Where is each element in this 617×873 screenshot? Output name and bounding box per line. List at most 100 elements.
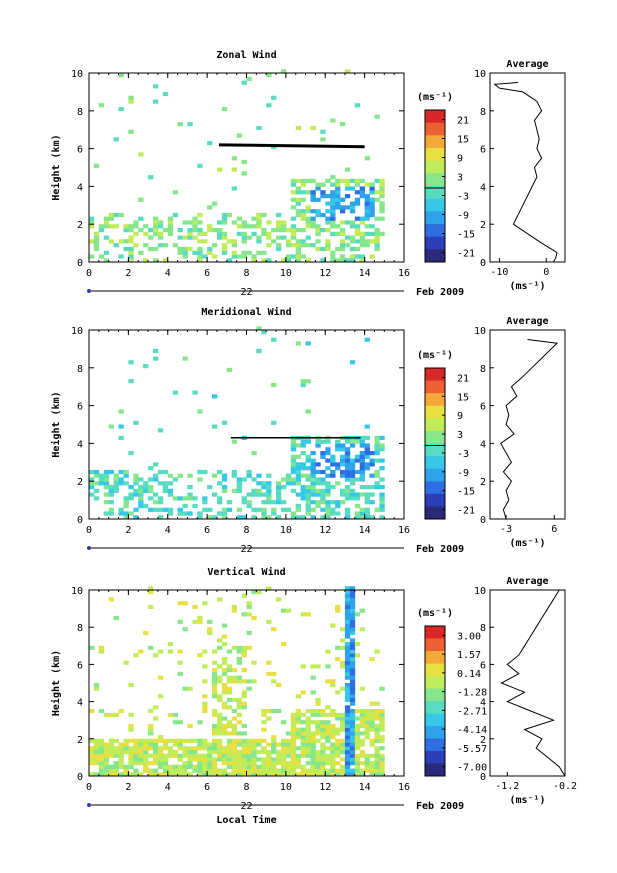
heatmap-cell	[113, 768, 119, 773]
heatmap-cell	[379, 772, 385, 777]
heatmap-cell	[344, 485, 351, 490]
heatmap-cell	[354, 738, 361, 743]
heatmap-cell	[212, 731, 218, 736]
heatmap-cell	[344, 597, 351, 602]
heatmap-cell	[236, 753, 242, 758]
heatmap-cell	[290, 243, 297, 248]
heatmap-cell	[290, 716, 297, 721]
heatmap-cell	[320, 720, 326, 725]
heatmap-cell	[231, 723, 237, 728]
heatmap-cell	[349, 697, 356, 702]
heatmap-cell	[285, 243, 292, 248]
heatmap-cell	[231, 250, 237, 255]
heatmap-cell	[320, 454, 326, 459]
heatmap-cell	[325, 243, 331, 248]
heatmap-cell	[300, 239, 306, 244]
heatmap-cell	[320, 469, 326, 475]
heatmap-cell	[236, 761, 242, 766]
heatmap-cell	[128, 712, 134, 717]
heatmap-cell	[207, 757, 213, 762]
heatmap-cell	[335, 657, 341, 662]
heatmap-cell	[349, 481, 356, 486]
heatmap-cell	[212, 761, 218, 766]
heatmap-cell	[310, 220, 316, 225]
heatmap-cell	[295, 503, 301, 509]
heatmap-cell	[153, 99, 159, 104]
heatmap-cell	[266, 742, 272, 747]
heatmap-cell	[290, 515, 297, 520]
heatmap-cell	[320, 742, 326, 747]
heatmap-cell	[354, 612, 361, 617]
heatmap-cell	[221, 723, 228, 728]
heatmap-cell	[133, 753, 139, 758]
heatmap-cell	[93, 753, 100, 758]
heatmap-cell	[349, 627, 356, 632]
heatmap-cell	[241, 515, 247, 520]
heatmap-cell	[369, 742, 375, 747]
heatmap-cell	[133, 746, 139, 751]
heatmap-cell	[354, 496, 361, 501]
colorbar-segment	[425, 186, 445, 200]
heatmap-cell	[187, 122, 193, 127]
heatmap-cell	[167, 507, 174, 512]
heatmap-cell	[295, 454, 301, 459]
heatmap-cell	[202, 601, 208, 606]
heatmap-cell	[305, 612, 311, 617]
x-tick-label: 2	[125, 525, 131, 536]
heatmap-cell	[359, 231, 365, 236]
heatmap-cell	[128, 228, 134, 233]
heatmap-cell	[374, 750, 380, 755]
colorbar-segment	[425, 418, 445, 432]
heatmap-cell	[202, 649, 208, 654]
heatmap-cell	[221, 477, 228, 482]
heatmap-cell	[276, 709, 282, 714]
heatmap-cell	[148, 742, 154, 747]
heatmap-cell	[231, 645, 237, 650]
heatmap-cell	[340, 757, 346, 762]
heatmap-cell	[344, 723, 351, 728]
heatmap-cell	[143, 761, 149, 766]
heatmap-cell	[364, 716, 370, 721]
heatmap-cell	[330, 623, 336, 628]
heatmap-cell	[335, 224, 341, 229]
heatmap-cell	[300, 379, 306, 384]
heatmap-cell	[315, 750, 321, 755]
heatmap-cell	[148, 604, 154, 609]
heatmap-cell	[315, 731, 321, 736]
heatmap-cell	[300, 727, 306, 732]
heatmap-cell	[153, 228, 159, 233]
heatmap-cell	[236, 712, 242, 717]
heatmap-cell	[310, 492, 316, 497]
heatmap-cell	[153, 231, 159, 236]
heatmap-cell	[369, 753, 375, 758]
profile-y-tick-label: 4	[480, 182, 486, 193]
heatmap-cell	[271, 768, 277, 773]
heatmap-cell	[202, 664, 208, 669]
heatmap-cell	[344, 634, 351, 639]
heatmap-cell	[212, 201, 218, 206]
colorbar-tick-label: 9	[457, 411, 463, 422]
heatmap-cell	[246, 757, 252, 762]
heatmap-cell	[231, 668, 237, 673]
date-label: Feb 2009	[416, 801, 464, 812]
heatmap-cell	[344, 616, 351, 621]
colorbar-frame	[424, 625, 446, 777]
heatmap-cell	[315, 720, 321, 725]
heatmap-cell	[128, 492, 134, 497]
heatmap-cell	[340, 239, 346, 244]
heatmap-cell	[261, 507, 267, 512]
heatmap-cell	[330, 768, 336, 773]
heatmap-cell	[359, 439, 365, 444]
heatmap-cell	[354, 503, 361, 509]
heatmap-cell	[153, 757, 159, 762]
heatmap-cell	[236, 216, 242, 221]
heatmap-cell	[335, 186, 341, 191]
heatmap-cell	[128, 451, 134, 456]
heatmap-cell	[330, 469, 336, 475]
heatmap-cell	[354, 228, 361, 233]
colorbar-segment	[425, 236, 445, 250]
heatmap-cell	[167, 649, 174, 654]
heatmap-cell	[162, 753, 169, 758]
heatmap-cell	[157, 735, 164, 740]
heatmap-cell	[344, 601, 351, 606]
